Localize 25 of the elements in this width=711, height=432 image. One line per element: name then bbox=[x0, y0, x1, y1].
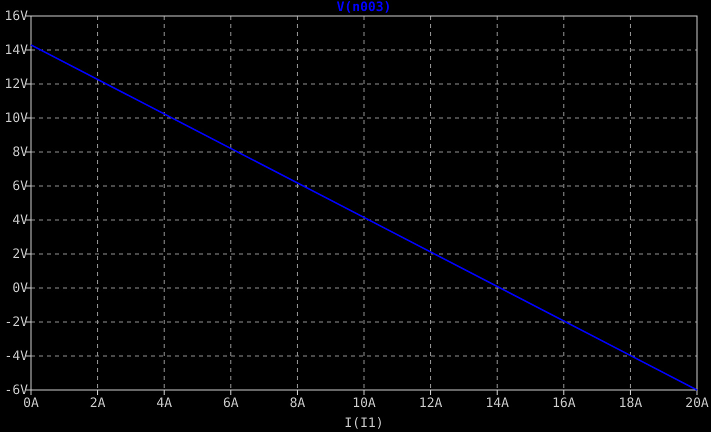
x-tick-label: 12A bbox=[418, 396, 443, 412]
y-tick-label: -4V bbox=[4, 349, 28, 364]
y-tick-label: 2V bbox=[12, 247, 28, 262]
y-tick-label: -2V bbox=[4, 315, 28, 330]
x-tick-label: 16A bbox=[552, 396, 576, 412]
y-tick-label: -6V bbox=[4, 383, 28, 398]
x-axis-title: I(I1) bbox=[344, 416, 384, 431]
y-tick-label: 4V bbox=[12, 213, 28, 228]
y-tick-label: 0V bbox=[12, 281, 28, 296]
x-tick-label: 14A bbox=[485, 396, 510, 412]
y-tick-label: 8V bbox=[12, 145, 28, 160]
x-tick-label: 2A bbox=[90, 396, 106, 412]
chart-title: V(n003) bbox=[336, 0, 392, 15]
y-tick-label: 10V bbox=[4, 111, 28, 126]
x-tick-label: 6A bbox=[222, 396, 239, 412]
x-tick-label: 8A bbox=[290, 396, 306, 412]
y-tick-label: 14V bbox=[4, 43, 28, 58]
y-tick-label: 6V bbox=[12, 179, 28, 194]
x-tick-label: 10A bbox=[352, 396, 376, 412]
x-tick-label: 18A bbox=[618, 396, 642, 412]
x-tick-label: 0A bbox=[23, 396, 39, 412]
y-tick-label: 16V bbox=[4, 9, 28, 24]
y-tick-label: 12V bbox=[4, 77, 28, 92]
x-tick-label: 4A bbox=[156, 396, 172, 412]
x-tick-label: 20A bbox=[685, 396, 709, 412]
